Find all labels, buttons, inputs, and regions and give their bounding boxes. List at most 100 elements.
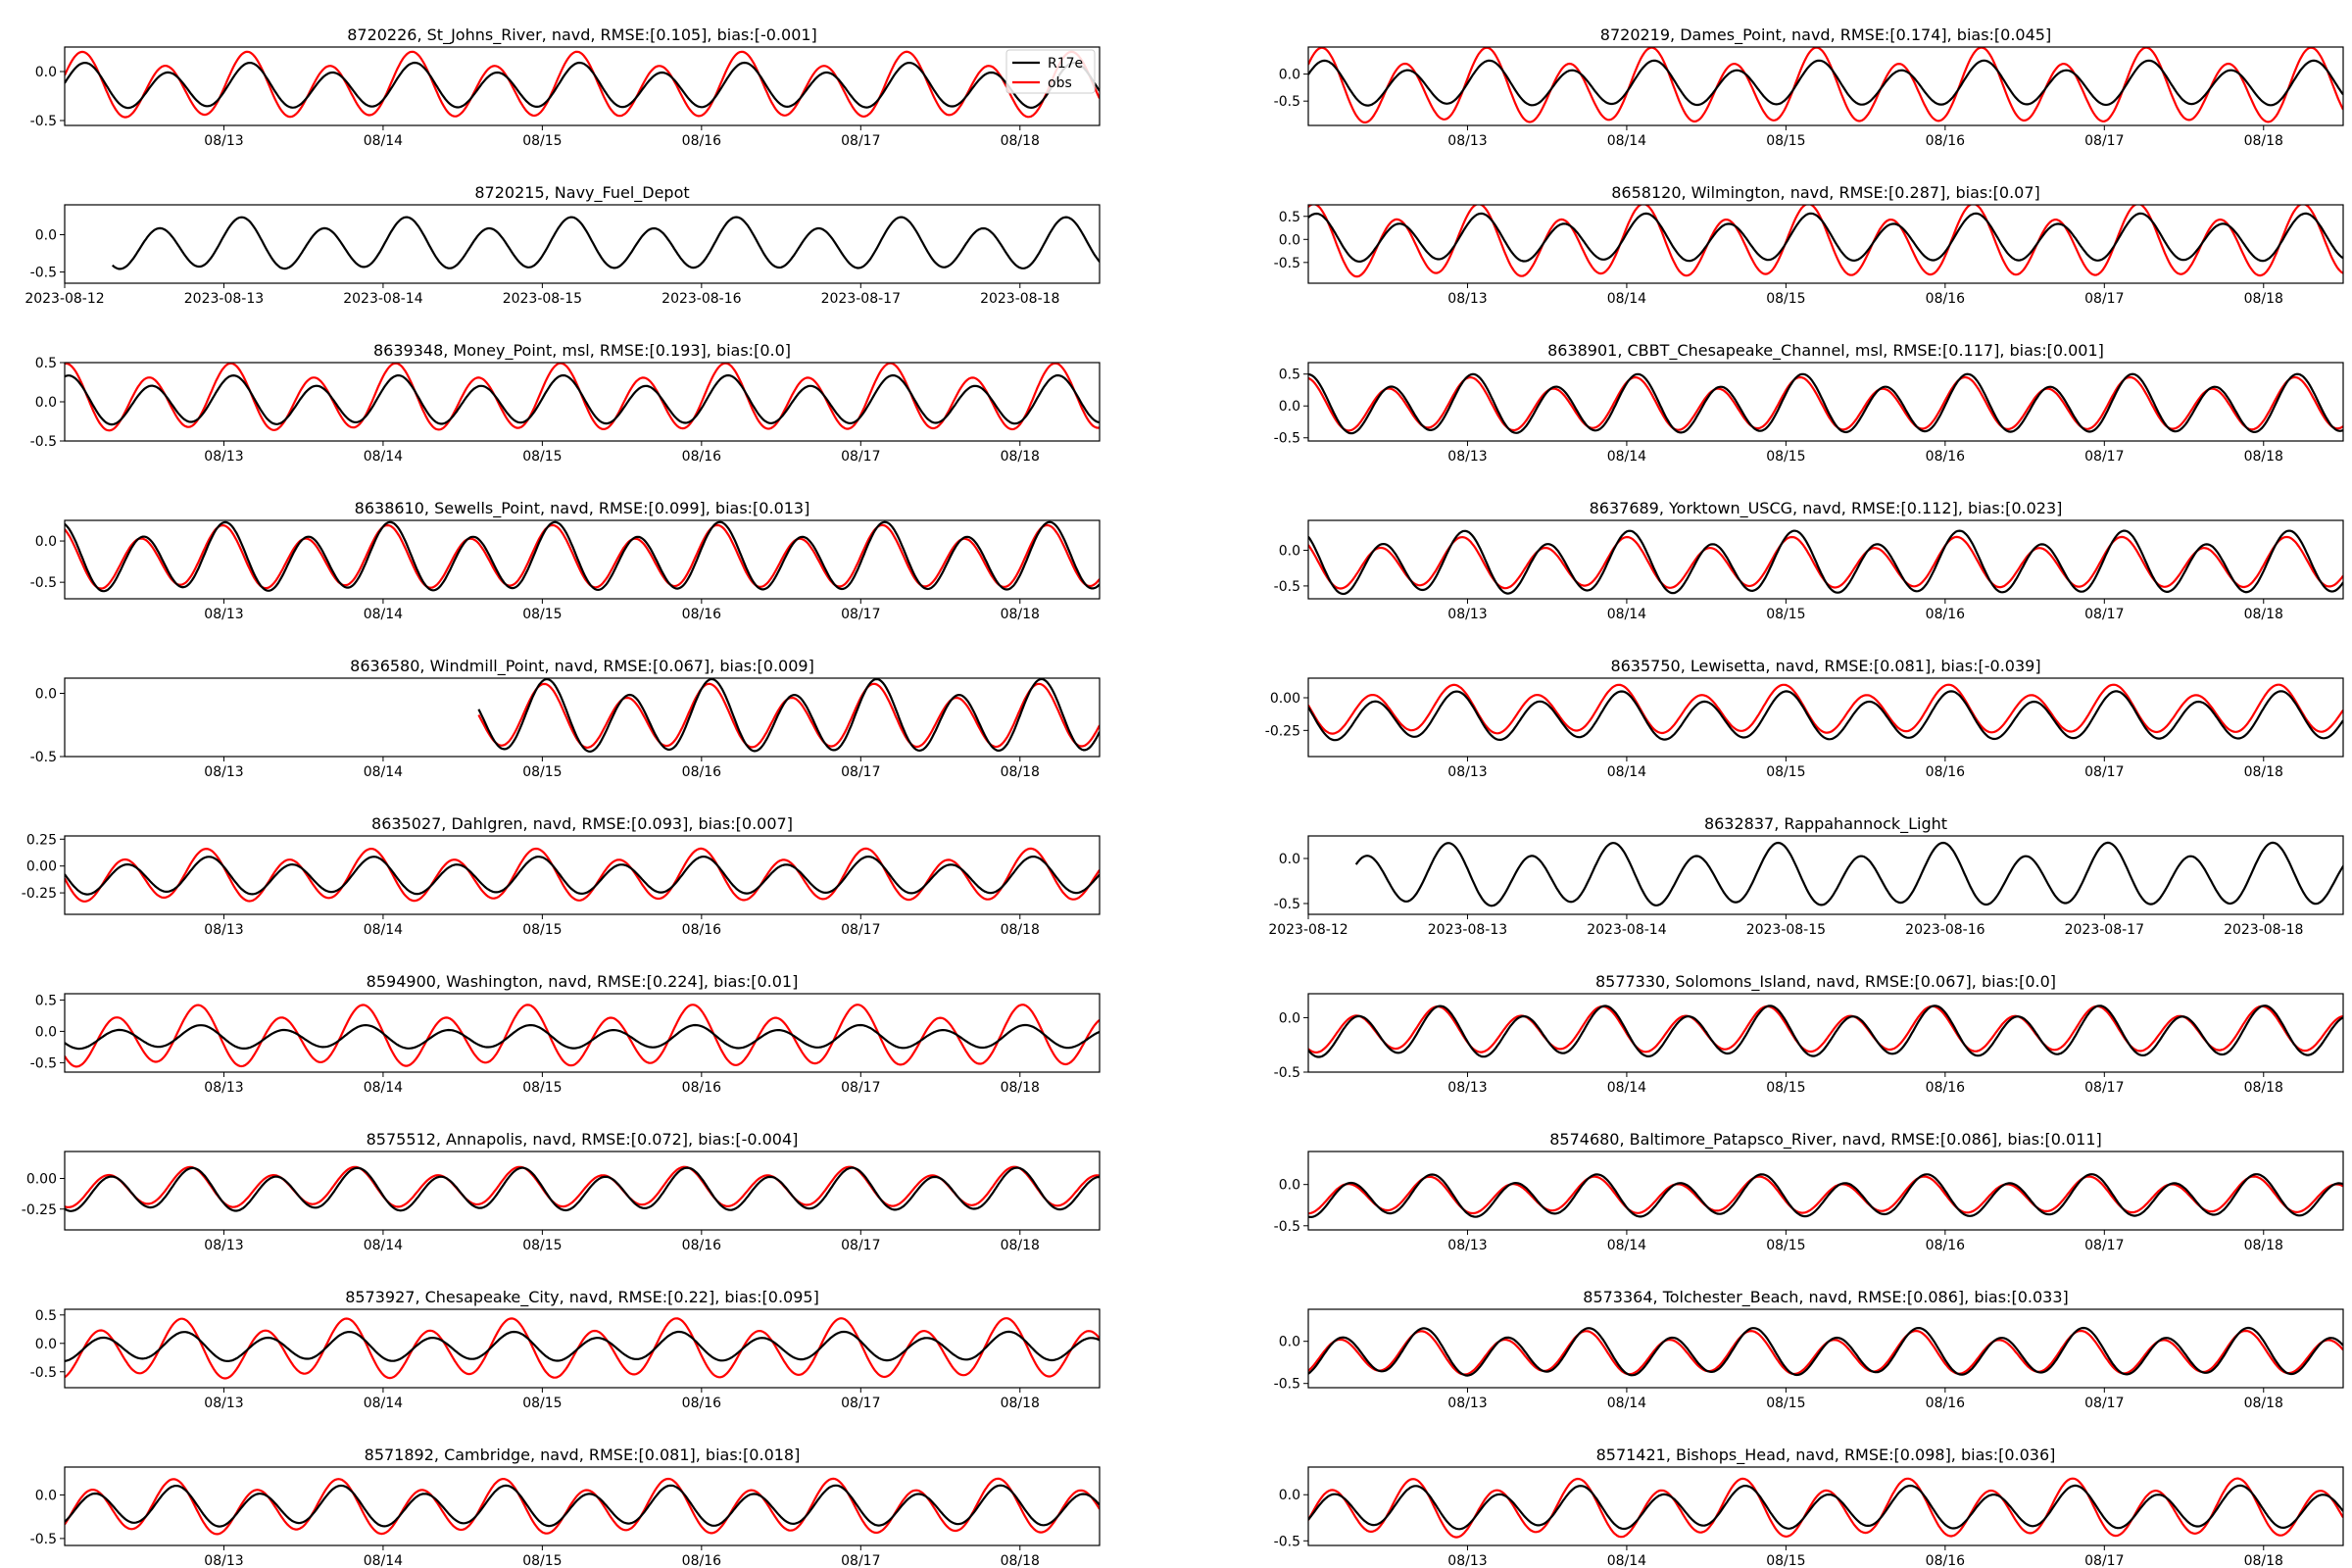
x-tick-label: 08/14 bbox=[1607, 133, 1646, 149]
subplot-title: 8639348, Money_Point, msl, RMSE:[0.193],… bbox=[373, 341, 791, 361]
x-tick-label: 08/14 bbox=[364, 1238, 403, 1253]
y-tick-label: 0.0 bbox=[1279, 852, 1300, 867]
x-tick-label: 2023-08-12 bbox=[24, 291, 104, 307]
subplot-3: 8720215, Navy_Fuel_Depot 0.0 -0.5 2023-08-1… bbox=[24, 183, 1101, 307]
x-tick-label: 08/15 bbox=[522, 922, 562, 938]
x-tick-label: 08/13 bbox=[1447, 764, 1487, 780]
y-tick-label: -0.5 bbox=[1274, 431, 1300, 447]
x-tick-label: 08/16 bbox=[682, 1553, 721, 1568]
x-tick-label: 08/14 bbox=[364, 922, 403, 938]
x-tick-label: 08/16 bbox=[682, 922, 721, 938]
y-tick-label: 0.5 bbox=[1279, 368, 1300, 383]
subplot-14: 8577330, Solomons_Island, navd, RMSE:[0.… bbox=[1274, 972, 2344, 1096]
x-tick-label: 08/17 bbox=[841, 1238, 880, 1253]
x-tick-label: 2023-08-13 bbox=[1428, 922, 1507, 938]
y-tick-label: 0.0 bbox=[35, 227, 57, 243]
subplot-title: 8720219, Dames_Point, navd, RMSE:[0.174]… bbox=[1600, 25, 2051, 45]
y-tick-label: -0.25 bbox=[22, 1202, 57, 1218]
subplot-10: 8635750, Lewisetta, navd, RMSE:[0.081], … bbox=[1265, 657, 2344, 780]
x-tick-label: 08/14 bbox=[1607, 607, 1646, 622]
y-tick-label: -0.5 bbox=[30, 750, 57, 765]
x-tick-label: 08/15 bbox=[522, 133, 562, 149]
y-tick-label: 0.0 bbox=[35, 1024, 57, 1040]
y-tick-label: 0.0 bbox=[35, 1488, 57, 1503]
y-tick-label: 0.00 bbox=[1270, 691, 1300, 707]
x-tick-label: 08/16 bbox=[682, 1238, 721, 1253]
x-tick-label: 08/16 bbox=[1926, 133, 1965, 149]
model-series-line bbox=[1308, 372, 2343, 435]
x-tick-label: 08/15 bbox=[1766, 1238, 1805, 1253]
x-tick-label: 08/18 bbox=[2244, 607, 2283, 622]
subplot-title: 8720215, Navy_Fuel_Depot bbox=[474, 183, 689, 203]
x-tick-label: 08/16 bbox=[1926, 607, 1965, 622]
model-series-line bbox=[65, 373, 1100, 426]
subplot-6: 8638901, CBBT_Chesapeake_Channel, msl, R… bbox=[1274, 341, 2344, 465]
y-tick-label: -0.5 bbox=[30, 1055, 57, 1071]
x-tick-label: 2023-08-14 bbox=[1587, 922, 1666, 938]
subplot-20: 8571421, Bishops_Head, navd, RMSE:[0.098… bbox=[1274, 1446, 2344, 1568]
subplot-title: 8720226, St_Johns_River, navd, RMSE:[0.1… bbox=[347, 25, 817, 45]
x-tick-label: 08/14 bbox=[364, 449, 403, 465]
x-tick-label: 08/16 bbox=[1926, 291, 1965, 307]
y-tick-label: 0.00 bbox=[26, 1172, 57, 1188]
x-tick-label: 08/17 bbox=[841, 1396, 880, 1411]
subplot-title: 8637689, Yorktown_USCG, navd, RMSE:[0.11… bbox=[1590, 499, 2063, 518]
x-tick-label: 08/17 bbox=[2084, 291, 2124, 307]
model-series-line bbox=[65, 61, 1100, 110]
y-tick-label: -0.5 bbox=[1274, 1219, 1300, 1235]
x-tick-label: 08/16 bbox=[1926, 1553, 1965, 1568]
x-tick-label: 08/14 bbox=[364, 1553, 403, 1568]
x-tick-label: 08/17 bbox=[2084, 1396, 2124, 1411]
y-tick-label: -0.5 bbox=[30, 266, 57, 281]
subplot-title: 8658120, Wilmington, navd, RMSE:[0.287],… bbox=[1611, 183, 2040, 202]
x-tick-label: 2023-08-17 bbox=[2065, 922, 2144, 938]
y-tick-label: -0.5 bbox=[30, 1365, 57, 1381]
obs-series-line bbox=[1308, 47, 2343, 123]
model-series-line bbox=[65, 855, 1100, 896]
x-tick-label: 08/18 bbox=[1001, 133, 1040, 149]
x-tick-label: 08/18 bbox=[1001, 1080, 1040, 1096]
x-tick-label: 08/15 bbox=[522, 764, 562, 780]
x-tick-label: 08/15 bbox=[522, 1080, 562, 1096]
subplot-15: 8575512, Annapolis, navd, RMSE:[0.072], … bbox=[22, 1130, 1101, 1253]
model-series-line bbox=[1308, 1326, 2343, 1377]
subplot-9: 8636580, Windmill_Point, navd, RMSE:[0.0… bbox=[30, 657, 1101, 780]
subplot-1: 8720226, St_Johns_River, navd, RMSE:[0.1… bbox=[30, 25, 1101, 149]
y-tick-label: 0.5 bbox=[1279, 210, 1300, 225]
x-tick-label: 08/16 bbox=[1926, 1238, 1965, 1253]
x-tick-label: 08/16 bbox=[1926, 1396, 1965, 1411]
x-tick-label: 08/13 bbox=[1447, 1238, 1487, 1253]
x-tick-label: 08/17 bbox=[841, 133, 880, 149]
model-series-line bbox=[1308, 1484, 2343, 1531]
axes-frame bbox=[1307, 204, 2344, 284]
x-tick-label: 08/15 bbox=[1766, 764, 1805, 780]
y-tick-label: -0.5 bbox=[30, 114, 57, 129]
y-tick-label: 0.0 bbox=[1279, 1178, 1300, 1194]
x-tick-label: 08/18 bbox=[2244, 1238, 2283, 1253]
x-tick-label: 08/17 bbox=[2084, 607, 2124, 622]
subplot-2: 8720219, Dames_Point, navd, RMSE:[0.174]… bbox=[1274, 25, 2344, 149]
model-series-line bbox=[112, 216, 1100, 270]
model-series-line bbox=[65, 1330, 1100, 1362]
x-tick-label: 08/15 bbox=[522, 449, 562, 465]
subplot-title: 8573364, Tolchester_Beach, navd, RMSE:[0… bbox=[1583, 1288, 2068, 1307]
x-tick-label: 08/15 bbox=[522, 607, 562, 622]
model-series-line bbox=[1308, 529, 2343, 596]
x-tick-label: 08/18 bbox=[1001, 764, 1040, 780]
y-tick-label: -0.5 bbox=[30, 1532, 57, 1547]
x-tick-label: 08/13 bbox=[1447, 607, 1487, 622]
x-tick-label: 2023-08-18 bbox=[2224, 922, 2303, 938]
x-tick-label: 08/13 bbox=[1447, 1080, 1487, 1096]
model-series-line bbox=[1354, 841, 2343, 907]
y-tick-label: -0.5 bbox=[1274, 1377, 1300, 1393]
x-tick-label: 08/18 bbox=[2244, 133, 2283, 149]
subplot-16: 8574680, Baltimore_Patapsco_River, navd,… bbox=[1274, 1130, 2344, 1253]
x-tick-label: 08/14 bbox=[1607, 1080, 1646, 1096]
x-tick-label: 08/13 bbox=[1447, 1553, 1487, 1568]
axes-frame bbox=[64, 204, 1101, 284]
axes-frame bbox=[64, 1308, 1101, 1389]
x-tick-label: 08/18 bbox=[2244, 1080, 2283, 1096]
x-tick-label: 08/18 bbox=[2244, 449, 2283, 465]
x-tick-label: 08/18 bbox=[1001, 607, 1040, 622]
